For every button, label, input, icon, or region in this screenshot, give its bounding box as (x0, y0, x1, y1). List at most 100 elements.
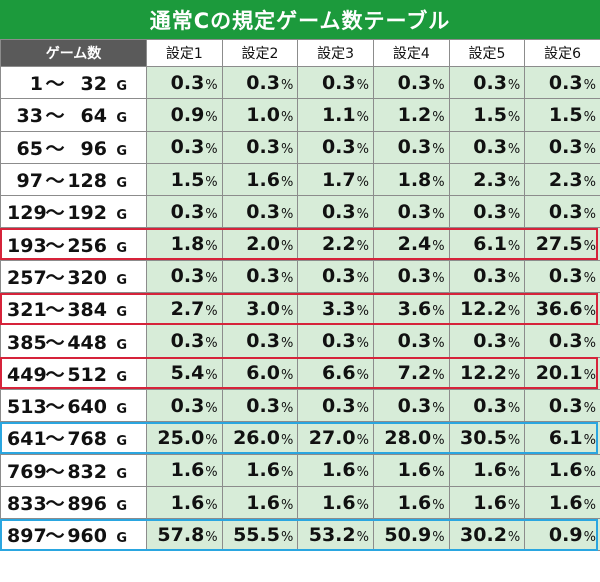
percent-value: 1.6 (246, 459, 280, 482)
percent-unit: % (280, 142, 294, 158)
setting-2-value: 1.0% (221, 98, 299, 132)
range-to: 896 (67, 493, 107, 515)
range-tilde: ～ (45, 266, 65, 289)
percent-unit: % (205, 206, 218, 222)
percent-unit: % (280, 400, 294, 416)
percent-value: 0.3 (473, 265, 507, 288)
setting-6-value: 27.5% (524, 227, 600, 261)
header-game-count: ゲーム数 (0, 39, 147, 67)
percent-value: 0.3 (321, 71, 356, 94)
setting-1-value: 0.3% (146, 388, 223, 423)
percent-value: 1.6 (548, 491, 583, 514)
range-to: 256 (67, 234, 107, 257)
game-unit: G (116, 337, 127, 353)
percent-value: 5.4 (170, 362, 205, 385)
percent-unit: % (507, 465, 521, 481)
range-from: 129 (7, 202, 47, 225)
setting-6-value: 0.3% (524, 130, 600, 164)
setting-1-value: 1.6% (146, 485, 223, 520)
percent-value: 0.3 (548, 200, 583, 223)
setting-4-value: 1.8% (372, 162, 450, 197)
percent-unit: % (205, 174, 218, 190)
range-to: 832 (67, 460, 107, 483)
percent-unit: % (432, 368, 445, 384)
percent-unit: % (356, 142, 369, 158)
setting-2-value: 55.5% (221, 518, 299, 552)
range-to: 32 (80, 73, 107, 96)
range-tilde: ～ (45, 363, 65, 386)
game-unit: G (116, 79, 127, 95)
percent-value: 0.3 (473, 394, 507, 417)
table-row: 449 ～ 512 G 5.4% 6.0% 6.6% 7.2% 12.2% 20.1% (0, 356, 600, 390)
percent-value: 2.0 (246, 233, 280, 256)
percent-unit: % (205, 239, 218, 255)
percent-value: 1.6 (170, 459, 205, 482)
setting-3-value: 0.3% (297, 65, 374, 100)
range-tilde: ～ (45, 299, 65, 322)
percent-unit: % (356, 465, 369, 481)
setting-5-value: 0.3% (448, 324, 526, 358)
game-unit: G (116, 176, 127, 192)
percent-unit: % (583, 109, 596, 125)
table-title: 通常Cの規定ゲーム数テーブル (0, 0, 600, 39)
setting-2-value: 3.0% (221, 292, 299, 326)
range-from: 33 (16, 105, 43, 128)
percent-value: 27.5 (535, 233, 583, 256)
percent-unit: % (356, 432, 369, 448)
setting-1-value: 1.8% (146, 227, 223, 261)
percent-unit: % (507, 303, 521, 319)
percent-unit: % (432, 497, 445, 513)
setting-1-value: 0.3% (146, 130, 223, 164)
table-row: 897 ～ 960 G 57.8% 55.5% 53.2% 50.9% 30.2% 0.9% (0, 518, 600, 552)
setting-3-value: 1.6% (297, 485, 374, 520)
setting-3-value: 1.7% (297, 162, 374, 197)
setting-4-value: 1.6% (372, 485, 450, 520)
range-from: 193 (7, 234, 47, 257)
setting-1-value: 1.5% (146, 162, 223, 197)
percent-value: 27.0 (308, 426, 356, 449)
percent-unit: % (432, 432, 445, 448)
range-from: 769 (7, 460, 47, 483)
setting-6-value: 2.3% (524, 162, 600, 197)
percent-unit: % (507, 109, 521, 125)
percent-value: 0.3 (397, 330, 432, 353)
setting-6-value: 0.9% (524, 518, 600, 552)
setting-6-value: 0.3% (524, 195, 600, 229)
setting-3-value: 6.6% (297, 356, 374, 390)
setting-2-value: 1.6% (221, 485, 299, 520)
percent-unit: % (205, 142, 218, 158)
range-from: 641 (7, 428, 47, 451)
percent-unit: % (583, 497, 596, 513)
percent-unit: % (356, 206, 369, 222)
percent-value: 1.6 (246, 491, 280, 514)
percent-value: 0.3 (548, 394, 583, 417)
percent-value: 0.3 (473, 330, 507, 353)
game-range-cell: 97 ～ 128 G (0, 162, 147, 197)
percent-value: 0.3 (246, 71, 280, 94)
percent-unit: % (280, 239, 294, 255)
game-range-cell: 33 ～ 64 G (0, 98, 147, 132)
setting-6-value: 0.3% (524, 324, 600, 358)
percent-unit: % (205, 368, 218, 384)
percent-unit: % (432, 77, 445, 93)
header-setting-5: 設定5 (448, 39, 526, 67)
setting-1-value: 5.4% (146, 356, 223, 390)
percent-unit: % (356, 239, 369, 255)
table-row: 1 ～ 32 G 0.3% 0.3% 0.3% 0.3% 0.3% 0.3% (0, 65, 600, 100)
percent-value: 0.3 (246, 330, 280, 353)
percent-value: 0.3 (246, 136, 280, 159)
game-unit: G (116, 402, 127, 418)
percent-unit: % (583, 239, 596, 255)
game-range-cell: 1 ～ 32 G (0, 65, 147, 100)
range-from: 321 (7, 299, 47, 322)
percent-unit: % (432, 206, 445, 222)
range-tilde: ～ (45, 331, 65, 354)
percent-unit: % (356, 303, 369, 319)
setting-5-value: 0.3% (448, 65, 526, 100)
percent-unit: % (583, 142, 596, 158)
percent-unit: % (432, 529, 445, 545)
percent-unit: % (356, 529, 369, 545)
setting-4-value: 50.9% (372, 518, 450, 552)
percent-unit: % (280, 432, 294, 448)
table-row: 833 ～ 896 G 1.6% 1.6% 1.6% 1.6% 1.6% 1.6% (0, 485, 600, 520)
